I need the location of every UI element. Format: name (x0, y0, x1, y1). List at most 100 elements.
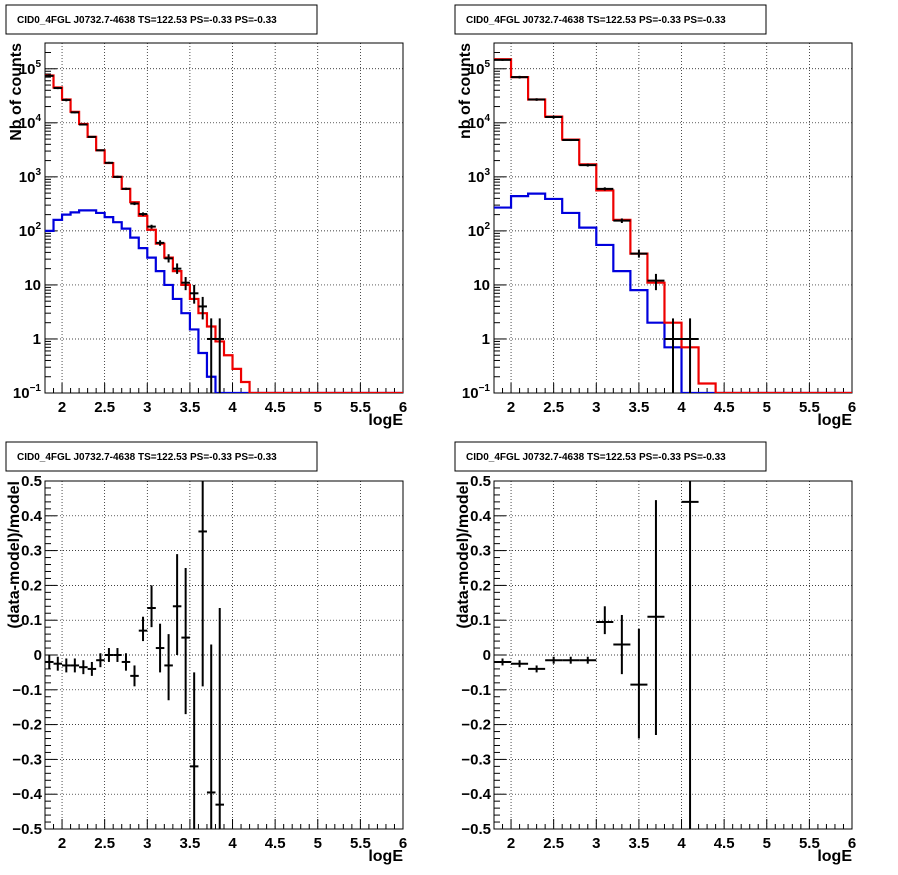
y-tick-label: 0.2 (21, 577, 42, 594)
x-tick-label: 4 (228, 835, 237, 852)
data-point (215, 608, 224, 829)
title-box: CID0_4FGL J0732.7-4638 TS=122.53 PS=-0.3… (5, 441, 318, 472)
x-tick-label: 2 (58, 835, 66, 852)
x-tick-label: 6 (848, 399, 856, 416)
data-point (172, 263, 182, 274)
title-frame (454, 441, 767, 472)
data-point (596, 187, 614, 191)
x-tick-label: 3 (143, 835, 151, 852)
data-point (113, 648, 122, 662)
data-point (147, 585, 156, 628)
data-point (562, 656, 580, 664)
data-point (511, 660, 529, 668)
data-point (189, 284, 199, 304)
x-tick-label: 2.5 (94, 835, 115, 852)
data-point (206, 644, 216, 829)
y-tick-label: −0.3 (12, 751, 42, 768)
y-tick-label: 0 (483, 647, 491, 664)
y-tick-label: 0.1 (21, 612, 42, 629)
residuals-plot-right: CID0_4FGL J0732.7-4638 TS=122.53 PS=-0.3… (454, 441, 856, 865)
data-point (579, 163, 597, 167)
y-tick-label: −0.4 (12, 786, 42, 803)
y-tick-label: 10−1 (462, 383, 491, 402)
data-point (62, 98, 71, 102)
data-point (630, 628, 648, 739)
data-point (545, 656, 563, 664)
y-tick-label: 10−1 (13, 383, 42, 402)
y-tick-label: 102 (468, 221, 491, 240)
data-point (45, 74, 54, 78)
model-histogram-blue (494, 192, 852, 393)
title-box: CID0_4FGL J0732.7-4638 TS=122.53 PS=-0.3… (5, 4, 318, 35)
y-tick-label: 0.5 (21, 473, 42, 490)
x-tick-label: 2 (507, 399, 515, 416)
y-tick-label: 0.4 (470, 508, 492, 525)
data-point (147, 224, 156, 229)
data-point (528, 665, 546, 673)
data-point (121, 187, 131, 191)
grid (45, 481, 404, 829)
data-point (70, 658, 80, 673)
y-axis-title: (data-model)/model (6, 481, 23, 629)
x-tick-label: 2 (58, 399, 66, 416)
data-point (138, 616, 148, 642)
data-point (172, 554, 182, 655)
data-point (681, 318, 699, 393)
data-point (45, 655, 54, 669)
x-tick-label: 3 (592, 399, 600, 416)
x-tick-label: 5.5 (350, 835, 371, 852)
x-tick-label: 2.5 (94, 399, 115, 416)
data-point (511, 75, 529, 79)
x-tick-label: 5 (314, 835, 322, 852)
counts-plot-left: CID0_4FGL J0732.7-4638 TS=122.53 PS=-0.3… (5, 4, 407, 429)
x-tick-label: 5 (763, 399, 771, 416)
x-tick-label: 4.5 (265, 399, 286, 416)
x-tick-label: 4.5 (265, 835, 286, 852)
x-tick-label: 3.5 (628, 399, 649, 416)
y-axis: −0.5 −0.4 −0.3 −0.2 −0.1 0 0.1 0.2 0.3 0.4 0.5(dat… (455, 473, 506, 838)
x-tick-label: 4.5 (714, 399, 735, 416)
title-box: CID0_4FGL J0732.7-4638 TS=122.53 PS=-0.3… (454, 441, 767, 472)
data-point (138, 212, 148, 216)
data-point (545, 115, 563, 119)
plot-area (494, 58, 852, 393)
data-point (647, 273, 665, 291)
data-point (53, 656, 63, 671)
chart-title: CID0_4FGL J0732.7-4638 TS=122.53 PS=-0.3… (17, 452, 277, 463)
data-point (70, 111, 80, 114)
y-axis-title: nb of counts (457, 43, 474, 139)
plot-area (494, 481, 699, 829)
y-tick-label: 10 (24, 277, 41, 294)
x-tick-label: 5 (314, 399, 322, 416)
y-tick-label: 0 (34, 647, 42, 664)
data-point (121, 653, 131, 671)
title-frame (5, 4, 318, 35)
chart-title: CID0_4FGL J0732.7-4638 TS=122.53 PS=-0.3… (466, 452, 726, 463)
data-point (104, 648, 114, 662)
data-point (579, 656, 597, 664)
y-tick-label: −0.2 (12, 717, 42, 734)
y-tick-label: −0.1 (12, 682, 42, 699)
data-point (181, 277, 190, 291)
plot-area (45, 481, 224, 829)
data-point (206, 318, 216, 393)
y-tick-label: 0.5 (470, 473, 491, 490)
y-tick-label: −0.5 (12, 821, 42, 838)
data-point (647, 500, 665, 736)
plot-area (45, 74, 403, 393)
chart-title: CID0_4FGL J0732.7-4638 TS=122.53 PS=-0.3… (466, 15, 726, 26)
x-tick-label: 2.5 (543, 835, 564, 852)
data-point (198, 296, 207, 320)
x-tick-label: 3.5 (179, 835, 200, 852)
plot-frame (44, 480, 404, 830)
x-tick-label: 3.5 (179, 399, 200, 416)
y-tick-label: −0.2 (461, 717, 491, 734)
data-point (130, 202, 139, 206)
data-point (494, 658, 512, 666)
data-point (613, 614, 631, 675)
x-tick-label: 4 (228, 399, 237, 416)
data-point (62, 658, 71, 673)
